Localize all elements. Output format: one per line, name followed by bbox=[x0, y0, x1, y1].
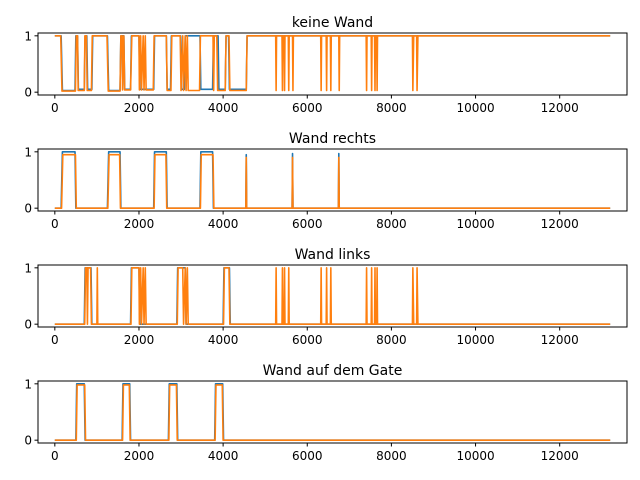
x-tick-label: 4000 bbox=[208, 449, 239, 463]
x-tick-label: 6000 bbox=[292, 333, 323, 347]
x-tick-label: 0 bbox=[51, 333, 59, 347]
series-line-1 bbox=[54, 35, 611, 92]
chart-panel-3: 0 2000 4000 6000 8000 10000 12000 0 1 Wand links bbox=[24, 247, 628, 347]
x-tick-label: 0 bbox=[51, 101, 59, 115]
x-tick-label: 10000 bbox=[456, 449, 494, 463]
series-line-1 bbox=[54, 383, 611, 441]
series-line-1 bbox=[54, 267, 611, 325]
x-tick-label: 6000 bbox=[292, 217, 323, 231]
x-tick-label: 12000 bbox=[541, 333, 579, 347]
series-line-2 bbox=[54, 384, 611, 441]
y-tick-label: 1 bbox=[24, 29, 32, 43]
x-tick-label: 0 bbox=[51, 449, 59, 463]
series-line-2 bbox=[54, 153, 611, 209]
x-tick-label: 10000 bbox=[456, 217, 494, 231]
chart-panel-4: 0 2000 4000 6000 8000 10000 12000 0 1 Wand auf de… bbox=[24, 363, 628, 463]
chart-panel-1: 0 2000 4000 6000 8000 10000 12000 0 1 keine Wand bbox=[24, 15, 628, 115]
plot-frame bbox=[37, 264, 628, 328]
chart-title: Wand auf dem Gate bbox=[263, 363, 403, 379]
plot-frame bbox=[37, 32, 628, 96]
x-tick-label: 2000 bbox=[124, 217, 155, 231]
x-tick-label: 4000 bbox=[208, 333, 239, 347]
x-tick-label: 12000 bbox=[541, 101, 579, 115]
x-tick-label: 6000 bbox=[292, 101, 323, 115]
y-tick-label: 1 bbox=[24, 377, 32, 391]
plot-frame bbox=[37, 148, 628, 212]
x-tick-label: 2000 bbox=[124, 333, 155, 347]
x-tick-label: 10000 bbox=[456, 101, 494, 115]
chart-title: Wand links bbox=[295, 247, 371, 263]
x-tick-label: 10000 bbox=[456, 333, 494, 347]
x-tick-label: 4000 bbox=[208, 101, 239, 115]
chart-panel-2: 0 2000 4000 6000 8000 10000 12000 0 1 Wand rechts bbox=[24, 131, 628, 231]
series-line-2 bbox=[54, 267, 611, 325]
y-tick-label: 0 bbox=[24, 202, 32, 216]
x-tick-label: 2000 bbox=[124, 449, 155, 463]
x-tick-label: 0 bbox=[51, 217, 59, 231]
y-tick-label: 0 bbox=[24, 318, 32, 332]
x-tick-label: 8000 bbox=[376, 217, 407, 231]
y-tick-label: 0 bbox=[24, 86, 32, 100]
x-tick-label: 12000 bbox=[541, 217, 579, 231]
x-tick-label: 12000 bbox=[541, 449, 579, 463]
y-tick-label: 1 bbox=[24, 261, 32, 275]
x-tick-label: 6000 bbox=[292, 449, 323, 463]
series-line-2 bbox=[54, 35, 611, 92]
chart-title: Wand rechts bbox=[289, 131, 376, 147]
y-tick-label: 1 bbox=[24, 145, 32, 159]
series-line-1 bbox=[54, 151, 611, 209]
y-tick-label: 0 bbox=[24, 434, 32, 448]
plot-frame bbox=[37, 380, 628, 444]
x-tick-label: 8000 bbox=[376, 333, 407, 347]
x-tick-label: 4000 bbox=[208, 217, 239, 231]
x-tick-label: 8000 bbox=[376, 101, 407, 115]
x-tick-label: 2000 bbox=[124, 101, 155, 115]
x-tick-label: 8000 bbox=[376, 449, 407, 463]
chart-title: keine Wand bbox=[292, 15, 373, 31]
